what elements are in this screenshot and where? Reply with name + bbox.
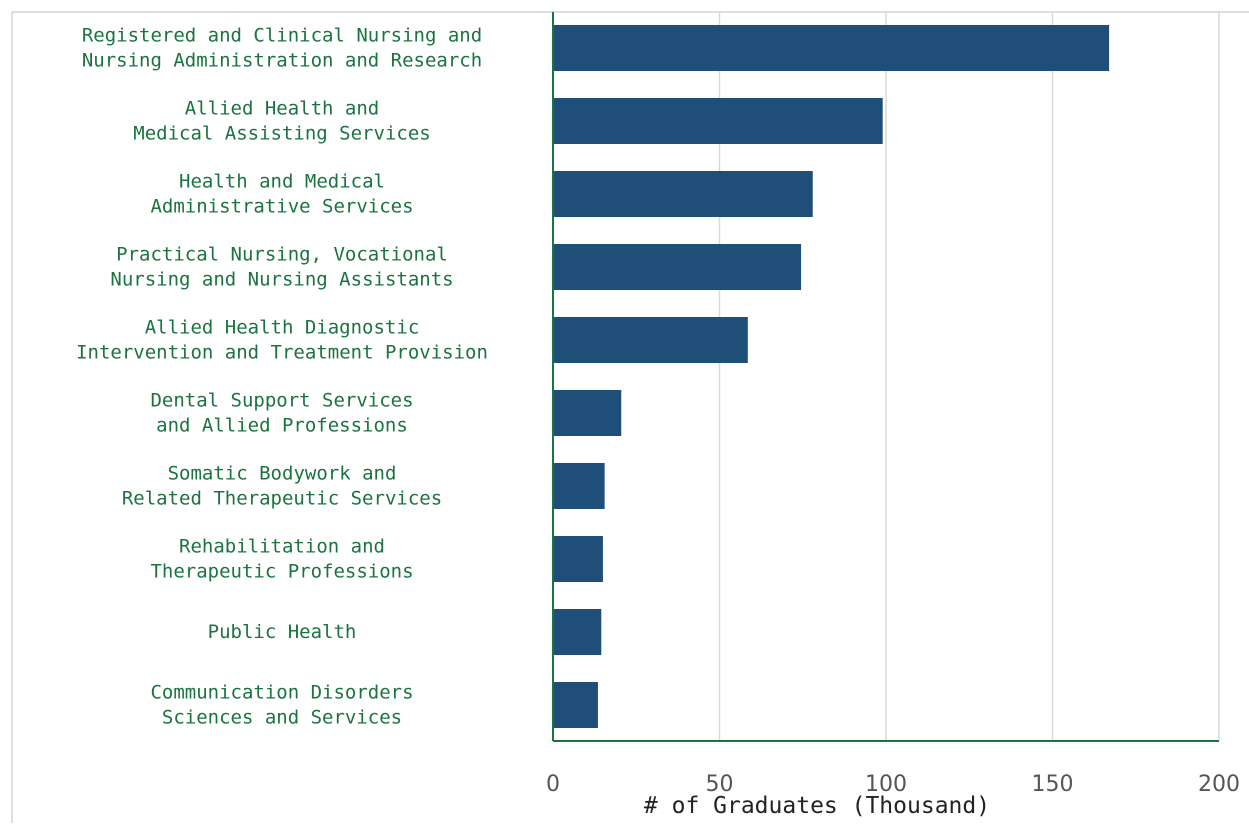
x-tick-label: 150 bbox=[1032, 772, 1074, 797]
bar bbox=[553, 25, 1110, 71]
category-label-line: Nursing Administration and Research bbox=[82, 50, 482, 72]
category-label-line: Related Therapeutic Services bbox=[122, 488, 442, 510]
category-label-line: Therapeutic Professions bbox=[150, 561, 413, 583]
category-label: Public Health bbox=[208, 621, 357, 643]
category-label-line: Rehabilitation and bbox=[179, 536, 385, 558]
x-tick-label: 200 bbox=[1198, 772, 1240, 797]
category-label-line: Sciences and Services bbox=[162, 707, 402, 729]
category-label-line: Practical Nursing, Vocational bbox=[116, 244, 448, 266]
category-label-line: Nursing and Nursing Assistants bbox=[110, 269, 453, 291]
category-label-line: Dental Support Services bbox=[150, 390, 413, 412]
x-tick-labels: 0 50 100 150 200 bbox=[546, 772, 1240, 797]
bar bbox=[553, 244, 802, 290]
category-label: Somatic Bodywork and Related Therapeutic … bbox=[122, 463, 442, 510]
category-label-line: Administrative Services bbox=[150, 196, 413, 218]
axes bbox=[552, 12, 1219, 742]
bars bbox=[553, 25, 1110, 728]
x-tick-label: 50 bbox=[706, 772, 734, 797]
category-label-line: Communication Disorders bbox=[150, 682, 413, 704]
category-labels: Registered and Clinical Nursing and Nursi… bbox=[76, 25, 488, 729]
category-label: Registered and Clinical Nursing and Nursi… bbox=[82, 25, 482, 72]
category-label: Communication Disorders Sciences and Serv… bbox=[150, 682, 413, 729]
x-axis-title: # of Graduates (Thousand) bbox=[644, 793, 990, 819]
category-label-line: Health and Medical bbox=[179, 171, 385, 193]
bar bbox=[553, 390, 622, 436]
category-label-line: Registered and Clinical Nursing and bbox=[82, 25, 482, 47]
bar bbox=[553, 682, 598, 728]
category-label: Practical Nursing, Vocational Nursing and… bbox=[110, 244, 453, 291]
category-label: Allied Health Diagnostic Intervention and… bbox=[76, 317, 488, 364]
bar bbox=[553, 98, 883, 144]
category-label-line: and Allied Professions bbox=[156, 415, 408, 437]
x-tick-label: 100 bbox=[865, 772, 907, 797]
category-label: Health and Medical Administrative Service… bbox=[150, 171, 413, 218]
category-label: Rehabilitation and Therapeutic Profession… bbox=[150, 536, 413, 583]
bar bbox=[553, 609, 602, 655]
bar bbox=[553, 317, 748, 363]
category-label-line: Medical Assisting Services bbox=[133, 123, 430, 145]
bar bbox=[553, 536, 603, 582]
bar bbox=[553, 171, 813, 217]
category-label: Allied Health and Medical Assisting Servi… bbox=[133, 98, 430, 145]
category-label-line: Intervention and Treatment Provision bbox=[76, 342, 488, 364]
x-tick-label: 0 bbox=[546, 772, 560, 797]
bar bbox=[553, 463, 605, 509]
category-label-line: Somatic Bodywork and bbox=[168, 463, 397, 485]
category-label-line: Public Health bbox=[208, 621, 357, 643]
category-label-line: Allied Health and bbox=[185, 98, 379, 120]
category-label: Dental Support Services and Allied Profes… bbox=[150, 390, 413, 437]
category-label-line: Allied Health Diagnostic bbox=[145, 317, 420, 339]
